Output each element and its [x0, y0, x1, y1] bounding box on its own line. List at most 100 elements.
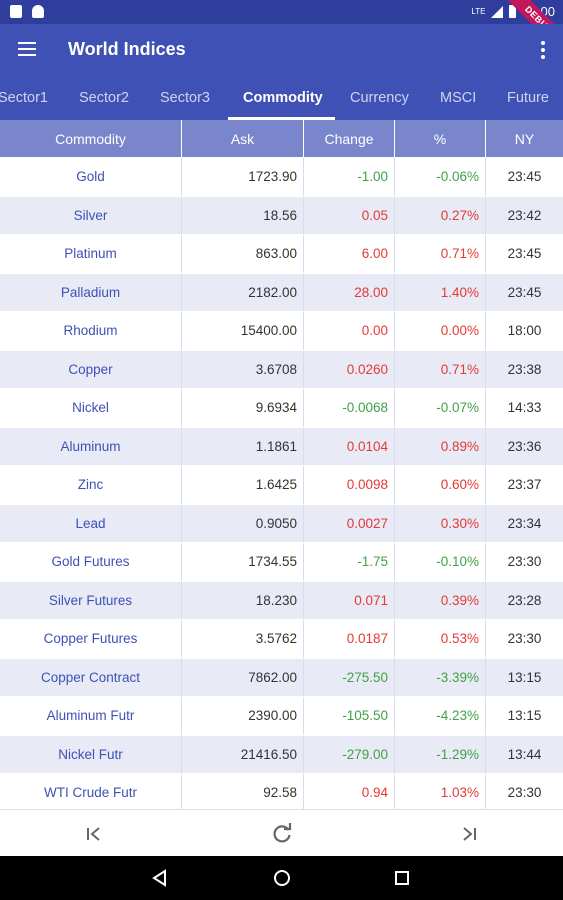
tab-msci[interactable]: MSCI [440, 90, 477, 106]
ny-time: 23:45 [507, 246, 542, 262]
commodity-name: Gold Futures [0, 543, 182, 581]
percent-value: -1.29% [395, 735, 486, 773]
header-percent[interactable]: % [395, 120, 486, 157]
table-row[interactable]: Copper Contract 7862.00 -275.50 -3.39% 13:15 [0, 658, 563, 697]
commodity-name: Palladium [0, 273, 182, 311]
table-row[interactable]: Platinum 863.00 6.00 0.71% 23:45 [0, 235, 563, 274]
commodity-name: Nickel [0, 389, 182, 427]
table-row[interactable]: Palladium 2182.00 28.00 1.40% 23:45 [0, 273, 563, 312]
ny-time: 13:15 [507, 708, 542, 724]
last-page-icon[interactable] [457, 822, 481, 846]
commodity-name: Zinc [0, 466, 182, 504]
tab-sector3[interactable]: Sector3 [160, 90, 210, 106]
table-row[interactable]: WTI Crude Futr 92.58 0.94 1.03% 23:30 [0, 774, 563, 809]
ask-value: 7862.00 [182, 658, 304, 696]
signal-icon [491, 5, 504, 18]
ny-time: 23:36 [507, 438, 542, 454]
commodity-name: Copper [0, 350, 182, 388]
ny-time: 23:38 [507, 361, 542, 377]
percent-value: 0.30% [395, 504, 486, 542]
refresh-icon[interactable] [270, 822, 294, 846]
ny-time: 23:30 [507, 785, 542, 801]
change-value: 0.0098 [304, 466, 395, 504]
percent-value: 0.71% [395, 235, 486, 273]
ask-value: 9.6934 [182, 389, 304, 427]
ny-time: 13:15 [507, 669, 542, 685]
commodity-name: Nickel Futr [0, 735, 182, 773]
percent-value: -3.39% [395, 658, 486, 696]
ny-time: 23:30 [507, 554, 542, 570]
table-row[interactable]: Zinc 1.6425 0.0098 0.60% 23:37 [0, 466, 563, 505]
change-value: 0.071 [304, 581, 395, 619]
ask-value: 1723.90 [182, 158, 304, 196]
table-row[interactable]: Gold Futures 1734.55 -1.75 -0.10% 23:30 [0, 543, 563, 582]
ask-value: 2390.00 [182, 697, 304, 735]
tab-sector2[interactable]: Sector2 [79, 90, 129, 106]
tab-bar: Sector1 Sector2 Sector3 Commodity Curren… [0, 76, 563, 120]
more-options-icon[interactable] [541, 41, 545, 59]
first-page-icon[interactable] [82, 822, 106, 846]
commodity-name: Silver Futures [0, 581, 182, 619]
ask-value: 1.1861 [182, 427, 304, 465]
menu-icon[interactable] [18, 42, 36, 56]
percent-value: 1.03% [395, 774, 486, 809]
notification-icon [10, 5, 22, 18]
percent-value: 0.89% [395, 427, 486, 465]
tab-currency[interactable]: Currency [350, 90, 409, 106]
commodity-name: Lead [0, 504, 182, 542]
header-ask[interactable]: Ask [182, 120, 304, 157]
ask-value: 18.56 [182, 196, 304, 234]
back-icon[interactable] [150, 868, 170, 888]
change-value: 0.00 [304, 312, 395, 350]
table-row[interactable]: Copper 3.6708 0.0260 0.71% 23:38 [0, 350, 563, 389]
percent-value: 0.00% [395, 312, 486, 350]
percent-value: 0.60% [395, 466, 486, 504]
change-value: 0.0260 [304, 350, 395, 388]
change-value: 28.00 [304, 273, 395, 311]
ask-value: 2182.00 [182, 273, 304, 311]
percent-value: 1.40% [395, 273, 486, 311]
ask-value: 18.230 [182, 581, 304, 619]
header-ny[interactable]: NY [514, 130, 535, 147]
change-value: 0.0027 [304, 504, 395, 542]
table-row[interactable]: Gold 1723.90 -1.00 -0.06% 23:45 [0, 158, 563, 197]
home-icon[interactable] [272, 868, 292, 888]
table-row[interactable]: Aluminum 1.1861 0.0104 0.89% 23:36 [0, 427, 563, 466]
change-value: -275.50 [304, 658, 395, 696]
change-value: 0.94 [304, 774, 395, 809]
system-nav-bar [0, 856, 563, 900]
app-bar: World Indices [0, 24, 563, 76]
percent-value: 0.71% [395, 350, 486, 388]
header-change[interactable]: Change [304, 120, 395, 157]
table-row[interactable]: Nickel Futr 21416.50 -279.00 -1.29% 13:44 [0, 735, 563, 774]
percent-value: -0.10% [395, 543, 486, 581]
commodity-name: WTI Crude Futr [0, 774, 182, 809]
tab-commodity[interactable]: Commodity [243, 90, 323, 106]
ny-time: 23:37 [507, 477, 542, 493]
change-value: 0.0187 [304, 620, 395, 658]
ny-time: 23:34 [507, 515, 542, 531]
commodity-table[interactable]: Commodity Ask Change % NY Gold 1723.90 -1.… [0, 120, 563, 809]
ask-value: 15400.00 [182, 312, 304, 350]
ask-value: 92.58 [182, 774, 304, 809]
tab-future[interactable]: Future [507, 90, 549, 106]
tab-indicator [228, 117, 335, 120]
lte-label: LTE [471, 7, 486, 16]
recents-icon[interactable] [392, 868, 412, 888]
change-value: -0.0068 [304, 389, 395, 427]
percent-value: 0.39% [395, 581, 486, 619]
status-bar: LTE 12:00 DEBUG [0, 0, 563, 62]
commodity-name: Silver [0, 196, 182, 234]
percent-value: -0.07% [395, 389, 486, 427]
tab-sector1[interactable]: Sector1 [0, 90, 48, 106]
table-row[interactable]: Nickel 9.6934 -0.0068 -0.07% 14:33 [0, 389, 563, 428]
table-row[interactable]: Copper Futures 3.5762 0.0187 0.53% 23:30 [0, 620, 563, 659]
table-row[interactable]: Silver Futures 18.230 0.071 0.39% 23:28 [0, 581, 563, 620]
table-row[interactable]: Lead 0.9050 0.0027 0.30% 23:34 [0, 504, 563, 543]
header-commodity[interactable]: Commodity [0, 120, 182, 157]
ny-time: 23:42 [507, 207, 542, 223]
ny-time: 14:33 [507, 400, 542, 416]
table-row[interactable]: Silver 18.56 0.05 0.27% 23:42 [0, 196, 563, 235]
table-row[interactable]: Rhodium 15400.00 0.00 0.00% 18:00 [0, 312, 563, 351]
table-row[interactable]: Aluminum Futr 2390.00 -105.50 -4.23% 13:15 [0, 697, 563, 736]
